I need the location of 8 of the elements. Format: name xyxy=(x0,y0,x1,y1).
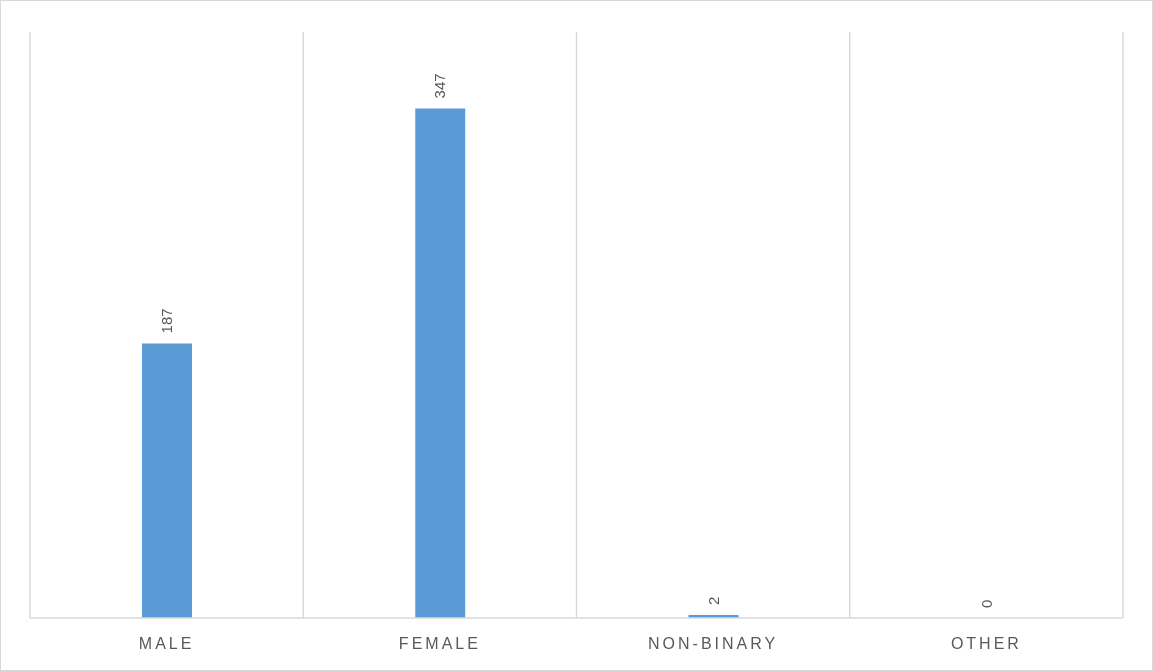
data-label: 0 xyxy=(977,599,995,608)
x-tick-label: MALE xyxy=(138,635,195,653)
x-tick-label: FEMALE xyxy=(398,635,481,653)
data-label: 2 xyxy=(704,596,722,606)
data-label: 187 xyxy=(158,308,176,334)
x-tick-label: NON-BINARY xyxy=(648,635,779,653)
data-label: 347 xyxy=(431,73,449,99)
x-tick-label: OTHER xyxy=(950,635,1022,653)
